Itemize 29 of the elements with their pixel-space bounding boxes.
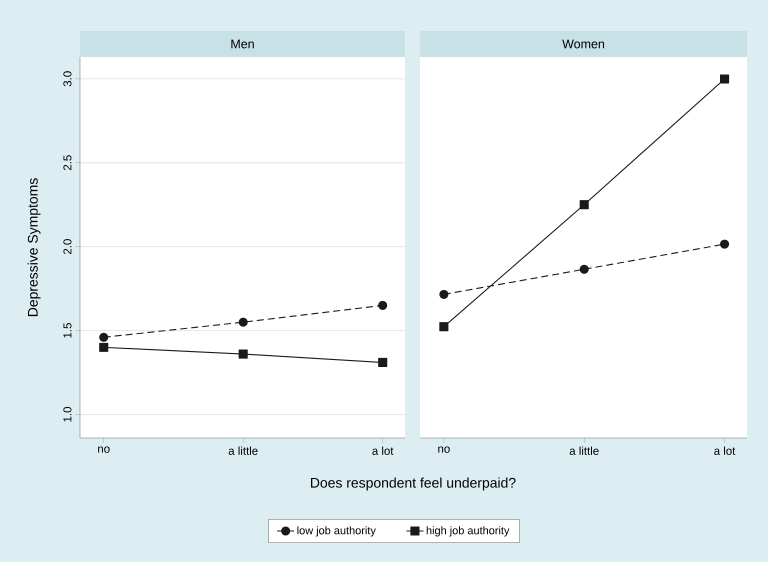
- y-tick-label: 2.0: [63, 239, 72, 254]
- point: [378, 300, 388, 310]
- x-tick-label: a little: [570, 446, 599, 455]
- y-axis-title: Depressive Symptoms: [28, 178, 40, 316]
- point: [580, 264, 589, 274]
- x-tick-label: a lot: [714, 446, 736, 455]
- point: [720, 74, 730, 84]
- legend-label: high job authority: [426, 526, 510, 536]
- y-tick-label: 1.5: [63, 323, 72, 338]
- point: [439, 322, 448, 332]
- point: [439, 290, 448, 299]
- x-tick-label: a little: [228, 446, 258, 455]
- y-tick-label: 2.5: [63, 155, 72, 170]
- point: [720, 240, 730, 249]
- chart-title: Men: [231, 40, 254, 48]
- x-axis-title: Does respondent feel underpaid?: [311, 477, 516, 490]
- point: [580, 200, 589, 210]
- x-tick-label: no: [98, 446, 110, 453]
- point: [238, 318, 248, 327]
- y-tick-label: 3.0: [63, 71, 72, 86]
- y-tick-label: 1.0: [63, 406, 72, 422]
- chart-title: Women: [562, 40, 604, 48]
- x-tick-label: a lot: [372, 446, 394, 455]
- point: [99, 342, 108, 352]
- point: [238, 350, 248, 359]
- point: [99, 332, 108, 342]
- legend-label: low job authority: [297, 526, 376, 536]
- point: [378, 358, 388, 368]
- x-tick-label: no: [438, 446, 450, 453]
